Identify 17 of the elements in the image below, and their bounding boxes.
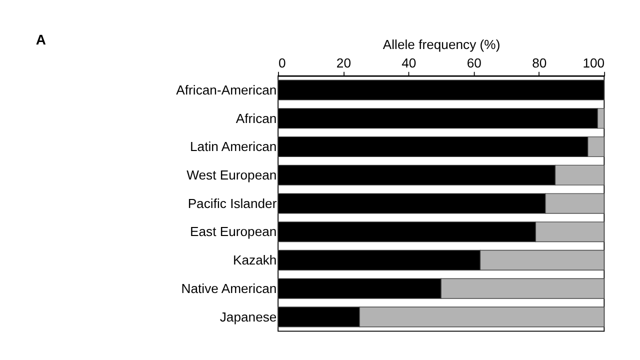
y-tick-label: Kazakh — [232, 252, 277, 268]
y-tick-label: Japanese — [220, 309, 277, 324]
x-tick-label: 40 — [402, 56, 416, 71]
x-axis-title: Allele frequency (%) — [382, 37, 500, 52]
y-tick-label: Pacific Islander — [188, 196, 278, 211]
y-tick-label: West European — [186, 167, 277, 182]
y-tick-label: African — [236, 110, 277, 126]
y-tick-label: Native American — [181, 280, 277, 296]
y-tick-label: Latin American — [190, 139, 277, 154]
y-tick-label: African-American — [176, 82, 277, 98]
text: A — [36, 31, 46, 48]
x-tick-label: 20 — [336, 56, 351, 71]
y-tick-label: East European — [190, 224, 277, 240]
x-tick-label: 100 — [582, 56, 605, 71]
x-tick-label: 80 — [532, 56, 547, 71]
x-tick-label: 60 — [466, 56, 482, 71]
x-tick-label: 0 — [278, 56, 286, 71]
